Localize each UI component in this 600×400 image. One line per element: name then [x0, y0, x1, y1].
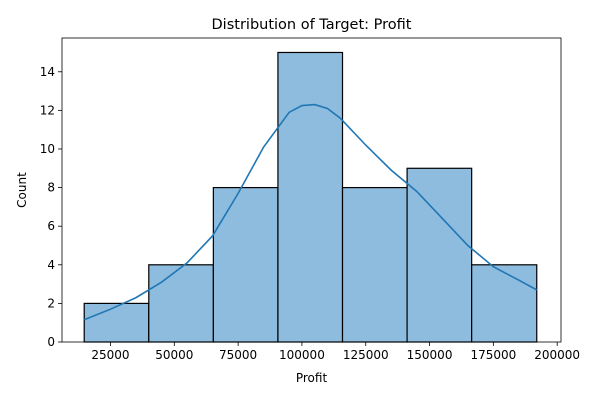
y-tick-label: 4 [47, 258, 55, 272]
x-tick-label: 25000 [91, 348, 129, 362]
y-tick-label: 10 [40, 142, 55, 156]
x-tick-label: 75000 [219, 348, 257, 362]
histogram-bar-5 [341, 186, 408, 343]
histogram-bar-3 [212, 186, 279, 343]
histogram-bar-4 [277, 51, 344, 343]
x-tick-label: 50000 [155, 348, 193, 362]
histogram-bar-1 [83, 302, 150, 343]
x-axis-label: Profit [296, 371, 328, 385]
y-tick-label: 6 [47, 219, 55, 233]
histogram-bars [83, 51, 538, 343]
y-tick-label: 14 [40, 65, 55, 79]
x-tick-label: 100000 [279, 348, 325, 362]
x-tick-label: 150000 [407, 348, 453, 362]
histogram-bar-2 [148, 264, 214, 343]
x-axis-ticks: 25000 50000 75000 100000 125000 150000 175000 2… [91, 342, 580, 362]
y-axis-label: Count [15, 172, 29, 208]
y-tick-label: 2 [47, 296, 55, 310]
x-tick-label: 175000 [470, 348, 516, 362]
y-tick-label: 8 [47, 181, 55, 195]
histogram-bar-6 [406, 167, 473, 343]
y-tick-label: 12 [40, 103, 55, 117]
kde-curve [83, 103, 538, 321]
y-tick-label: 0 [47, 335, 55, 349]
x-tick-label: 125000 [343, 348, 389, 362]
plot-area-frame [61, 37, 562, 343]
x-tick-label: 200000 [534, 348, 580, 362]
chart-title: Distribution of Target: Profit [212, 17, 412, 33]
histogram-bar-7 [471, 264, 538, 343]
y-axis-ticks: 0 2 4 6 8 10 12 14 [40, 65, 62, 349]
